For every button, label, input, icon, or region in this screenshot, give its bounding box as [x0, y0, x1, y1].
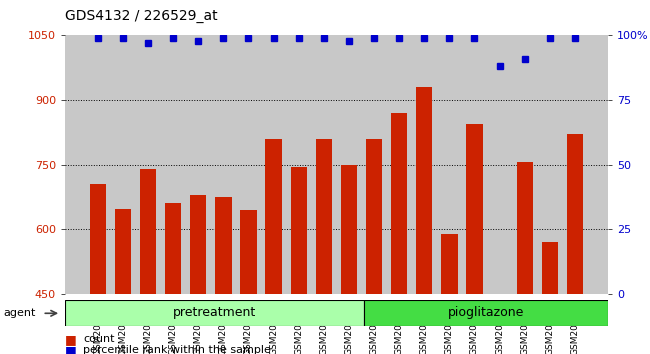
Bar — [165, 203, 181, 294]
Bar — [441, 234, 458, 294]
Bar — [190, 195, 207, 294]
Bar — [291, 167, 307, 294]
Bar — [366, 139, 382, 294]
Bar — [265, 139, 281, 294]
Bar — [466, 124, 483, 294]
Bar — [140, 169, 156, 294]
Bar — [391, 113, 408, 294]
Bar — [517, 162, 533, 294]
Bar — [416, 87, 432, 294]
Bar — [567, 135, 583, 294]
Text: percentile rank within the sample: percentile rank within the sample — [83, 346, 271, 354]
Text: count: count — [83, 334, 114, 344]
Bar — [240, 210, 257, 294]
Bar — [215, 197, 231, 294]
Text: ■: ■ — [65, 344, 77, 354]
Text: ■: ■ — [65, 333, 77, 346]
Text: agent: agent — [3, 308, 36, 318]
Bar — [541, 242, 558, 294]
Bar — [65, 300, 363, 326]
Bar — [90, 184, 106, 294]
Bar — [363, 300, 608, 326]
Bar — [115, 209, 131, 294]
Bar — [316, 139, 332, 294]
Text: pretreatment: pretreatment — [173, 307, 256, 319]
Text: pioglitazone: pioglitazone — [447, 307, 524, 319]
Bar — [341, 165, 357, 294]
Text: GDS4132 / 226529_at: GDS4132 / 226529_at — [65, 9, 218, 23]
